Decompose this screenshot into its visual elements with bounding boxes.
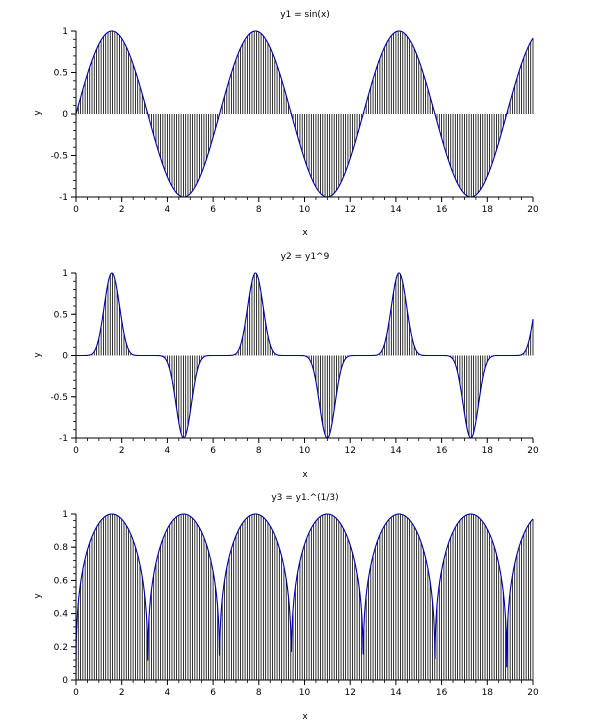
- y-tick-label: -0.5: [50, 152, 68, 162]
- y-axis-label: y: [33, 110, 43, 116]
- y-tick-label: 0: [62, 110, 68, 120]
- x-axis-label: x: [302, 470, 308, 480]
- y-axis-label: y: [33, 593, 43, 599]
- y-tick-label: 0.5: [54, 310, 68, 320]
- y-tick-label: 0.5: [54, 69, 68, 79]
- chart-y2: y2 = y1^9 x y 0 2 4 6 8 10 12 14 16 18 20 -1 -0.5 0 0.…: [33, 252, 539, 480]
- x-tick-label: 10: [299, 205, 311, 215]
- chart-title: y3 = y1.^(1/3): [271, 493, 338, 503]
- x-axis-label: x: [302, 228, 308, 238]
- series-curve: [75, 30, 534, 198]
- y-axis-label: y: [33, 352, 43, 358]
- x-tick-label: 18: [482, 446, 494, 456]
- stem-group: [77, 514, 534, 680]
- x-tick-label: 18: [482, 688, 494, 698]
- x-tick-label: 12: [344, 205, 355, 215]
- chart-title: y2 = y1^9: [281, 252, 330, 262]
- x-tick-label: 12: [344, 446, 355, 456]
- x-tick-label: 18: [482, 205, 494, 215]
- y-tick-label: -1: [59, 193, 68, 203]
- x-tick-label: 20: [527, 688, 539, 698]
- x-tick-label: 10: [299, 446, 311, 456]
- y-tick-label: 0.2: [54, 643, 68, 653]
- chart-y3: y3 = y1.^(1/3) x y 0 2 4 6 8 10 12 14 16 18 20 0 0.2…: [33, 493, 539, 722]
- x-tick-label: 16: [436, 205, 448, 215]
- x-tick-label: 8: [256, 446, 262, 456]
- x-tick-label: 10: [299, 688, 311, 698]
- x-tick-label: 4: [165, 446, 171, 456]
- y-tick-label: 1: [62, 27, 68, 37]
- y-tick-label: 0.4: [54, 610, 69, 620]
- x-tick-label: 20: [527, 446, 539, 456]
- x-tick-label: 4: [165, 688, 171, 698]
- x-tick-label: 14: [390, 688, 402, 698]
- x-tick-label: 6: [210, 446, 216, 456]
- chart-title: y1 = sin(x): [280, 10, 330, 20]
- x-tick-label: 2: [119, 446, 125, 456]
- y-tick-label: 0.8: [54, 543, 69, 553]
- y-tick-label: 0.6: [54, 576, 69, 586]
- x-tick-label: 2: [119, 688, 125, 698]
- y-tick-label: 1: [62, 269, 68, 279]
- y-tick-label: -1: [59, 434, 68, 444]
- x-tick-label: 8: [256, 205, 262, 215]
- x-tick-label: 0: [73, 205, 79, 215]
- series-curve: [75, 513, 534, 681]
- x-tick-label: 14: [390, 205, 402, 215]
- y-tick-label: -0.5: [50, 393, 68, 403]
- x-tick-label: 20: [527, 205, 539, 215]
- x-tick-label: 2: [119, 205, 125, 215]
- y-tick-label: 0: [62, 352, 68, 362]
- x-tick-label: 6: [210, 688, 216, 698]
- x-axis-label: x: [302, 712, 308, 722]
- x-tick-label: 6: [210, 205, 216, 215]
- x-tick-label: 16: [436, 688, 448, 698]
- x-tick-label: 0: [73, 446, 79, 456]
- x-tick-label: 12: [344, 688, 355, 698]
- x-tick-label: 4: [165, 205, 171, 215]
- x-tick-label: 0: [73, 688, 79, 698]
- x-tick-label: 16: [436, 446, 448, 456]
- y-tick-label: 1: [62, 510, 68, 520]
- series-curve: [76, 272, 534, 439]
- chart-y1: y1 = sin(x) x y 0 2 4 6 8 10 12 14 16 18 20-1-0.50…: [33, 10, 539, 238]
- x-tick-label: 14: [390, 446, 402, 456]
- stem-group: [77, 31, 534, 197]
- y-tick-label: 0: [62, 676, 68, 686]
- x-tick-label: 8: [256, 688, 262, 698]
